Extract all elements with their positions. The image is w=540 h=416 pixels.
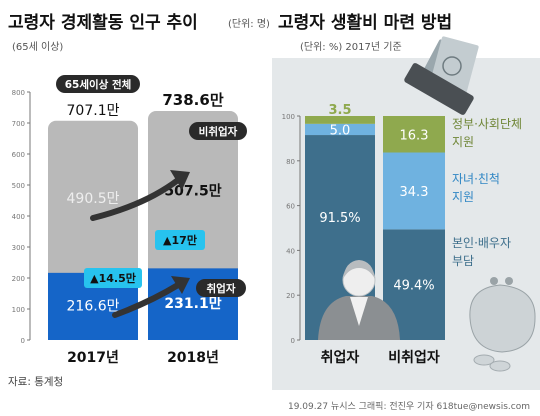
svg-text:▲14.5만: ▲14.5만 [90, 271, 136, 285]
legend-label-line: 자녀·친척 [452, 172, 500, 186]
nonworker-value-2018년: 507.5만 [164, 184, 221, 200]
legend-label-line: 지원 [452, 190, 474, 204]
y-tick-label: 500 [12, 182, 25, 190]
svg-text:비취업자: 비취업자 [199, 125, 238, 138]
employment-chart-title: 고령자 경제활동 인구 추이 [8, 12, 198, 33]
y-tick-label: 40 [286, 247, 295, 255]
legend-label-line: 지원 [452, 135, 474, 149]
data-source: 자료: 통계청 [8, 376, 63, 388]
y-tick-label: 60 [286, 203, 295, 211]
y-tick-label: 80 [286, 158, 295, 166]
y-tick-label: 200 [12, 275, 25, 283]
worker-value-2018년: 231.1만 [164, 296, 221, 312]
growth-arrow-worker [112, 282, 181, 318]
employment-y-axis: 0 100 200 300 400 500 600 700 800 [12, 89, 31, 345]
y-tick-label: 20 [286, 292, 295, 300]
svg-text:65세이상 전체: 65세이상 전체 [65, 78, 132, 91]
segment-label-self-비취업자: 49.4% [393, 279, 434, 294]
column-label-비취업자: 비취업자 [388, 350, 440, 366]
increase-badge-2017: ▲14.5만 [84, 268, 142, 288]
segment-label-self-취업자: 91.5% [319, 211, 360, 226]
elderly-person-icon [318, 260, 400, 340]
nonworker-value-2017년: 490.5만 [67, 191, 120, 207]
living-cost-segment-비취업자-1 [383, 152, 445, 230]
employment-chart-subtitle: (65세 이상) [12, 41, 63, 53]
segment-label-gov-비취업자: 16.3 [400, 128, 429, 143]
living-cost-title: 고령자 생활비 마련 방법 [278, 12, 452, 33]
total-label-2017년: 707.1만 [67, 103, 120, 119]
legend-label-line: 정부·사회단체 [452, 117, 522, 131]
growth-arrow-nonworker-head [170, 170, 190, 190]
living-cost-panel: 고령자 생활비 마련 방법 (단위: %) 2017년 기준 0 20 40 60 80… [272, 12, 540, 390]
y-tick-label: 600 [12, 151, 25, 159]
nonworker-badge: 비취업자 [189, 122, 247, 140]
y-tick-label: 800 [12, 89, 25, 97]
living-cost-segment-취업자-2 [305, 116, 375, 124]
column-label-취업자: 취업자 [321, 350, 360, 366]
total-label-2018년: 738.6만 [162, 91, 223, 109]
legend-label-line: 부담 [452, 254, 474, 268]
legend-label-line: 본인·배우자 [452, 236, 511, 250]
growth-arrows [90, 170, 190, 318]
total-badge: 65세이상 전체 [56, 75, 140, 93]
growth-arrow-worker-head [171, 276, 190, 294]
y-tick-label: 100 [282, 113, 295, 121]
employment-chart-unit: (단위: 명) [228, 17, 270, 30]
footer-credit: 19.09.27 뉴시스 그래픽: 전진우 기자 618tue@newsis.c… [288, 401, 530, 412]
living-cost-segment-취업자-1 [305, 123, 375, 136]
y-tick-label: 0 [21, 337, 25, 345]
svg-text:취업자: 취업자 [207, 282, 236, 295]
living-cost-y-axis: 0 20 40 60 80 100 [282, 113, 301, 345]
y-tick-label: 700 [12, 120, 25, 128]
nonworker-bar-2017년 [48, 120, 138, 281]
segment-label-family-취업자: 5.0 [330, 123, 351, 138]
y-tick-label: 300 [12, 244, 25, 252]
year-label-2017년: 2017년 [67, 350, 119, 366]
y-tick-label: 0 [291, 337, 295, 345]
worker-value-2017년: 216.6만 [67, 298, 120, 314]
segment-label-family-비취업자: 34.3 [400, 185, 429, 200]
segment-label-gov-취업자: 3.5 [328, 103, 351, 118]
living-cost-segment-비취업자-2 [383, 116, 445, 153]
svg-text:▲17만: ▲17만 [163, 233, 197, 247]
increase-badge-2018: ▲17만 [155, 230, 205, 250]
worker-badge: 취업자 [196, 279, 246, 297]
coin-purse-icon [469, 277, 536, 372]
y-tick-label: 400 [12, 213, 25, 221]
y-tick-label: 100 [12, 306, 25, 314]
growth-arrow-nonworker [90, 177, 181, 221]
wallet-illustration-icon [404, 36, 479, 115]
employment-chart-panel: 고령자 경제활동 인구 추이 (단위: 명) (65세 이상) 0 100 200 3… [8, 12, 270, 388]
year-label-2018년: 2018년 [167, 350, 219, 366]
living-cost-unit: (단위: %) 2017년 기준 [300, 40, 402, 53]
